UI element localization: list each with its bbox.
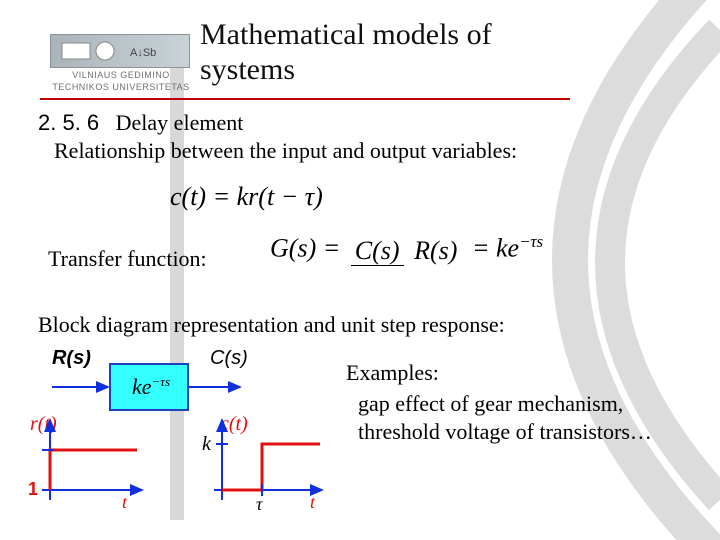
slide-title: Mathematical models of systems [200,18,492,87]
examples-text: gap effect of gear mechanism, threshold … [358,390,698,445]
label-c: c(t) [220,413,248,435]
label-R: R(s) [52,350,91,369]
label-C: C(s) [210,350,248,369]
examples-label: Examples: [346,360,439,386]
title-line2: systems [200,53,295,86]
svg-text:A↓Sb: A↓Sb [130,47,156,59]
section-heading: 2. 5. 6 Delay element [38,110,243,136]
title-line1: Mathematical models of [200,18,492,51]
section-name: Delay element [116,110,244,135]
label-t2: t [310,492,316,512]
delay-diagram: ke−τs R(s) C(s) r(t) 1 t c(t) k τ t [22,350,332,520]
label-r: r(t) [30,413,57,435]
equation-relationship: c(t) = kr(t − τ) [170,182,323,212]
title-underline [40,98,570,100]
right-step [222,444,320,490]
transfer-label: Transfer function: [48,246,207,272]
block-diagram-label: Block diagram representation and unit st… [38,312,505,338]
relationship-text: Relationship between the input and outpu… [54,138,517,164]
section-number: 2. 5. 6 [38,110,99,135]
left-step [50,450,137,490]
university-logo: A↓Sb VILNIAUS GEDIMINO TECHNIKOS UNIVERS… [50,34,192,90]
label-1: 1 [28,479,38,499]
label-t1: t [122,492,128,512]
label-tau: τ [256,494,263,514]
logo-mark: A↓Sb [50,34,190,68]
logo-text-line1: VILNIAUS GEDIMINO [50,70,192,80]
label-k: k [202,433,212,455]
logo-text-line2: TECHNIKOS UNIVERSITETAS [50,82,192,92]
equation-transfer: G(s) = C(s) R(s) = ke−τs [270,232,543,266]
